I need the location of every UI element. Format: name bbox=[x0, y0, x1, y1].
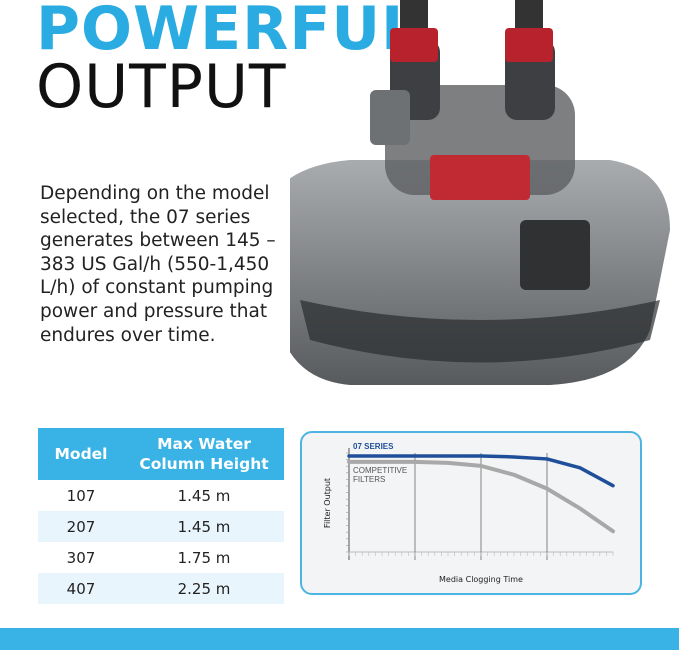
model-cell: 407 bbox=[38, 573, 124, 604]
x-axis-label: Media Clogging Time bbox=[439, 575, 523, 584]
height-cell: 1.75 m bbox=[177, 548, 231, 567]
model-cell: 307 bbox=[66, 548, 96, 567]
headline-output: OUTPUT bbox=[36, 52, 287, 122]
header-height: Max Water Column Height bbox=[124, 428, 284, 480]
y-axis-label: Filter Output bbox=[323, 478, 332, 528]
series-line-07 bbox=[347, 454, 615, 488]
series-label-07: 07 SERIES bbox=[353, 442, 394, 451]
bottom-bar bbox=[0, 628, 679, 650]
table-row: 107 1.45 m bbox=[38, 480, 284, 511]
table-row: 307 1.75 m bbox=[38, 542, 284, 573]
filter-product-image bbox=[290, 0, 670, 385]
header-model: Model bbox=[38, 428, 124, 480]
model-table: Model Max Water Column Height 107 1.45 m 2… bbox=[38, 428, 284, 604]
table-row: 207 1.45 m bbox=[38, 511, 284, 542]
height-cell: 1.45 m bbox=[177, 486, 231, 505]
headline-powerful: POWERFUL bbox=[36, 0, 421, 64]
model-cell: 207 bbox=[38, 511, 124, 542]
series-label-competitive: COMPETITIVE FILTERS bbox=[353, 466, 407, 484]
series-line-competitive bbox=[347, 459, 615, 534]
height-cell: 2.25 m bbox=[124, 573, 284, 604]
table-header: Model Max Water Column Height bbox=[38, 428, 284, 480]
model-cell: 107 bbox=[66, 486, 96, 505]
height-cell: 1.45 m bbox=[124, 511, 284, 542]
table-row: 407 2.25 m bbox=[38, 573, 284, 604]
description: Depending on the model selected, the 07 … bbox=[40, 183, 276, 346]
